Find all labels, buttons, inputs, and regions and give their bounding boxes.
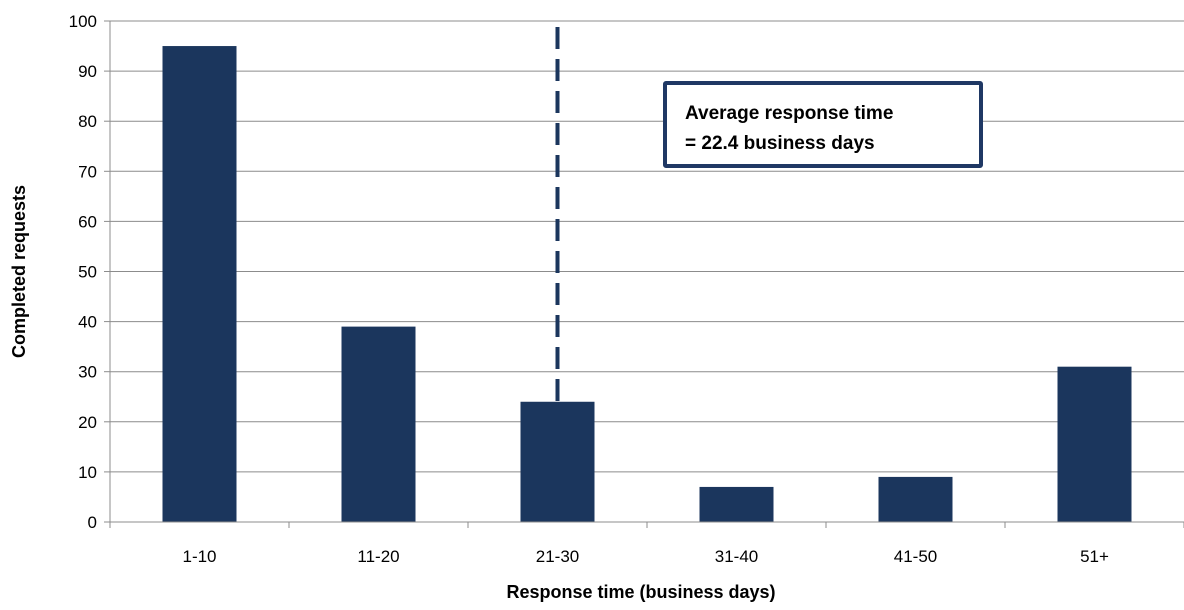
y-tick-label: 10 [78, 463, 97, 482]
y-tick-label: 60 [78, 212, 97, 231]
y-tick-label: 30 [78, 363, 97, 382]
bar-51+ [1057, 366, 1132, 522]
y-tick-label: 90 [78, 62, 97, 81]
x-tick-label: 1-10 [182, 547, 216, 566]
y-tick-label: 80 [78, 112, 97, 131]
y-tick-label: 0 [88, 513, 97, 532]
y-tick-label: 40 [78, 313, 97, 332]
x-tick-label: 41-50 [894, 547, 937, 566]
x-axis-ticks: 1-10 11-20 21-30 31-40 41-50 51+ [109, 522, 1184, 566]
x-axis-title: Response time (business days) [506, 582, 775, 602]
y-tick-label: 50 [78, 263, 97, 282]
annotation-line-1: Average response time [685, 103, 894, 124]
x-tick-label: 31-40 [715, 547, 758, 566]
gridlines [110, 20, 1184, 473]
average-annotation-box: Average response time = 22.4 business da… [663, 81, 983, 168]
x-tick-label: 11-20 [357, 547, 399, 566]
y-axis-ticks: 0 10 20 30 40 50 60 70 80 90 100 [69, 12, 110, 532]
y-tick-label: 20 [78, 413, 97, 432]
x-tick-label: 51+ [1080, 547, 1109, 566]
x-tick-label: 21-30 [536, 547, 579, 566]
y-tick-label: 70 [78, 162, 97, 181]
bar-1-10 [162, 46, 237, 523]
bar-31-40 [699, 486, 774, 522]
y-tick-label: 100 [69, 12, 97, 31]
y-axis-title: Completed requests [9, 185, 29, 358]
bars [162, 46, 1132, 523]
bar-41-50 [878, 476, 953, 522]
bar-11-20 [341, 326, 416, 522]
annotation-line-2: = 22.4 business days [685, 133, 875, 154]
bar-21-30 [520, 401, 595, 522]
